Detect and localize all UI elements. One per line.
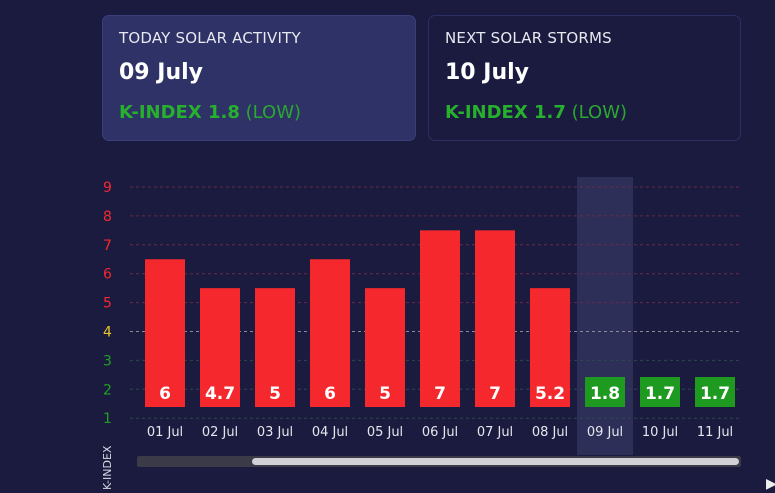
- bar-05-jul[interactable]: [365, 288, 405, 407]
- x-tick-label: 01 Jul: [147, 425, 183, 440]
- x-tick-label: 06 Jul: [422, 425, 458, 440]
- y-tick-6: 6: [103, 267, 112, 283]
- next-solar-storms-card: NEXT SOLAR STORMS 10 July K-INDEX 1.7 (L…: [428, 15, 741, 141]
- bar-value-label: 7: [434, 384, 446, 404]
- bar-11-jul[interactable]: [695, 377, 735, 407]
- next-card-date: 10 July: [445, 60, 530, 85]
- y-tick-1: 1: [103, 411, 112, 427]
- y-tick-9: 9: [103, 180, 112, 196]
- bar-10-jul[interactable]: [640, 377, 680, 407]
- bar-value-label: 1.8: [590, 384, 620, 404]
- bar-value-label: 7: [489, 384, 501, 404]
- bar-value-label: 1.7: [700, 384, 730, 404]
- today-kindex: K-INDEX 1.8 (LOW): [119, 102, 399, 123]
- y-axis-title: K-INDEX: [101, 445, 114, 490]
- bar-03-jul[interactable]: [255, 288, 295, 407]
- bar-02-jul[interactable]: [200, 288, 240, 407]
- selected-day-highlight: [577, 177, 633, 455]
- today-kindex-value: K-INDEX 1.8: [119, 102, 240, 123]
- x-tick-label: 10 Jul: [642, 425, 678, 440]
- x-tick-label: 08 Jul: [532, 425, 568, 440]
- next-kindex: K-INDEX 1.7 (LOW): [445, 102, 724, 123]
- next-kindex-level: (LOW): [571, 102, 628, 123]
- bar-04-jul[interactable]: [310, 259, 350, 407]
- y-tick-4: 4: [103, 325, 112, 341]
- bar-06-jul[interactable]: [420, 230, 460, 407]
- today-card-label: TODAY SOLAR ACTIVITY: [119, 29, 301, 47]
- bar-value-label: 5.2: [535, 384, 565, 404]
- x-tick-label: 09 Jul: [587, 425, 623, 440]
- bar-value-label: 4.7: [205, 384, 235, 404]
- bar-08-jul[interactable]: [530, 288, 570, 407]
- y-tick-2: 2: [103, 382, 112, 398]
- y-tick-7: 7: [103, 238, 112, 254]
- next-card-label: NEXT SOLAR STORMS: [445, 29, 612, 47]
- bar-value-label: 6: [324, 384, 336, 404]
- today-solar-activity-card: TODAY SOLAR ACTIVITY 09 July K-INDEX 1.8…: [102, 15, 416, 141]
- bar-01-jul[interactable]: [145, 259, 185, 407]
- bar-value-label: 5: [269, 384, 281, 404]
- next-kindex-value: K-INDEX 1.7: [445, 102, 566, 123]
- bar-value-label: 1.7: [645, 384, 675, 404]
- bar-value-label: 5: [379, 384, 391, 404]
- today-kindex-level: (LOW): [245, 102, 302, 123]
- y-tick-8: 8: [103, 209, 112, 225]
- bar-value-label: 6: [159, 384, 171, 404]
- y-tick-5: 5: [103, 296, 112, 312]
- horizontal-scrollbar-thumb[interactable]: [252, 458, 739, 465]
- today-card-date: 09 July: [119, 60, 204, 85]
- x-tick-label: 04 Jul: [312, 425, 348, 440]
- x-tick-label: 11 Jul: [697, 425, 733, 440]
- bar-07-jul[interactable]: [475, 230, 515, 407]
- y-tick-3: 3: [103, 353, 112, 369]
- x-tick-label: 03 Jul: [257, 425, 293, 440]
- x-tick-label: 07 Jul: [477, 425, 513, 440]
- x-tick-label: 02 Jul: [202, 425, 238, 440]
- bar-09-jul[interactable]: [585, 377, 625, 407]
- x-tick-label: 05 Jul: [367, 425, 403, 440]
- mouse-cursor-icon: ▶: [766, 476, 775, 492]
